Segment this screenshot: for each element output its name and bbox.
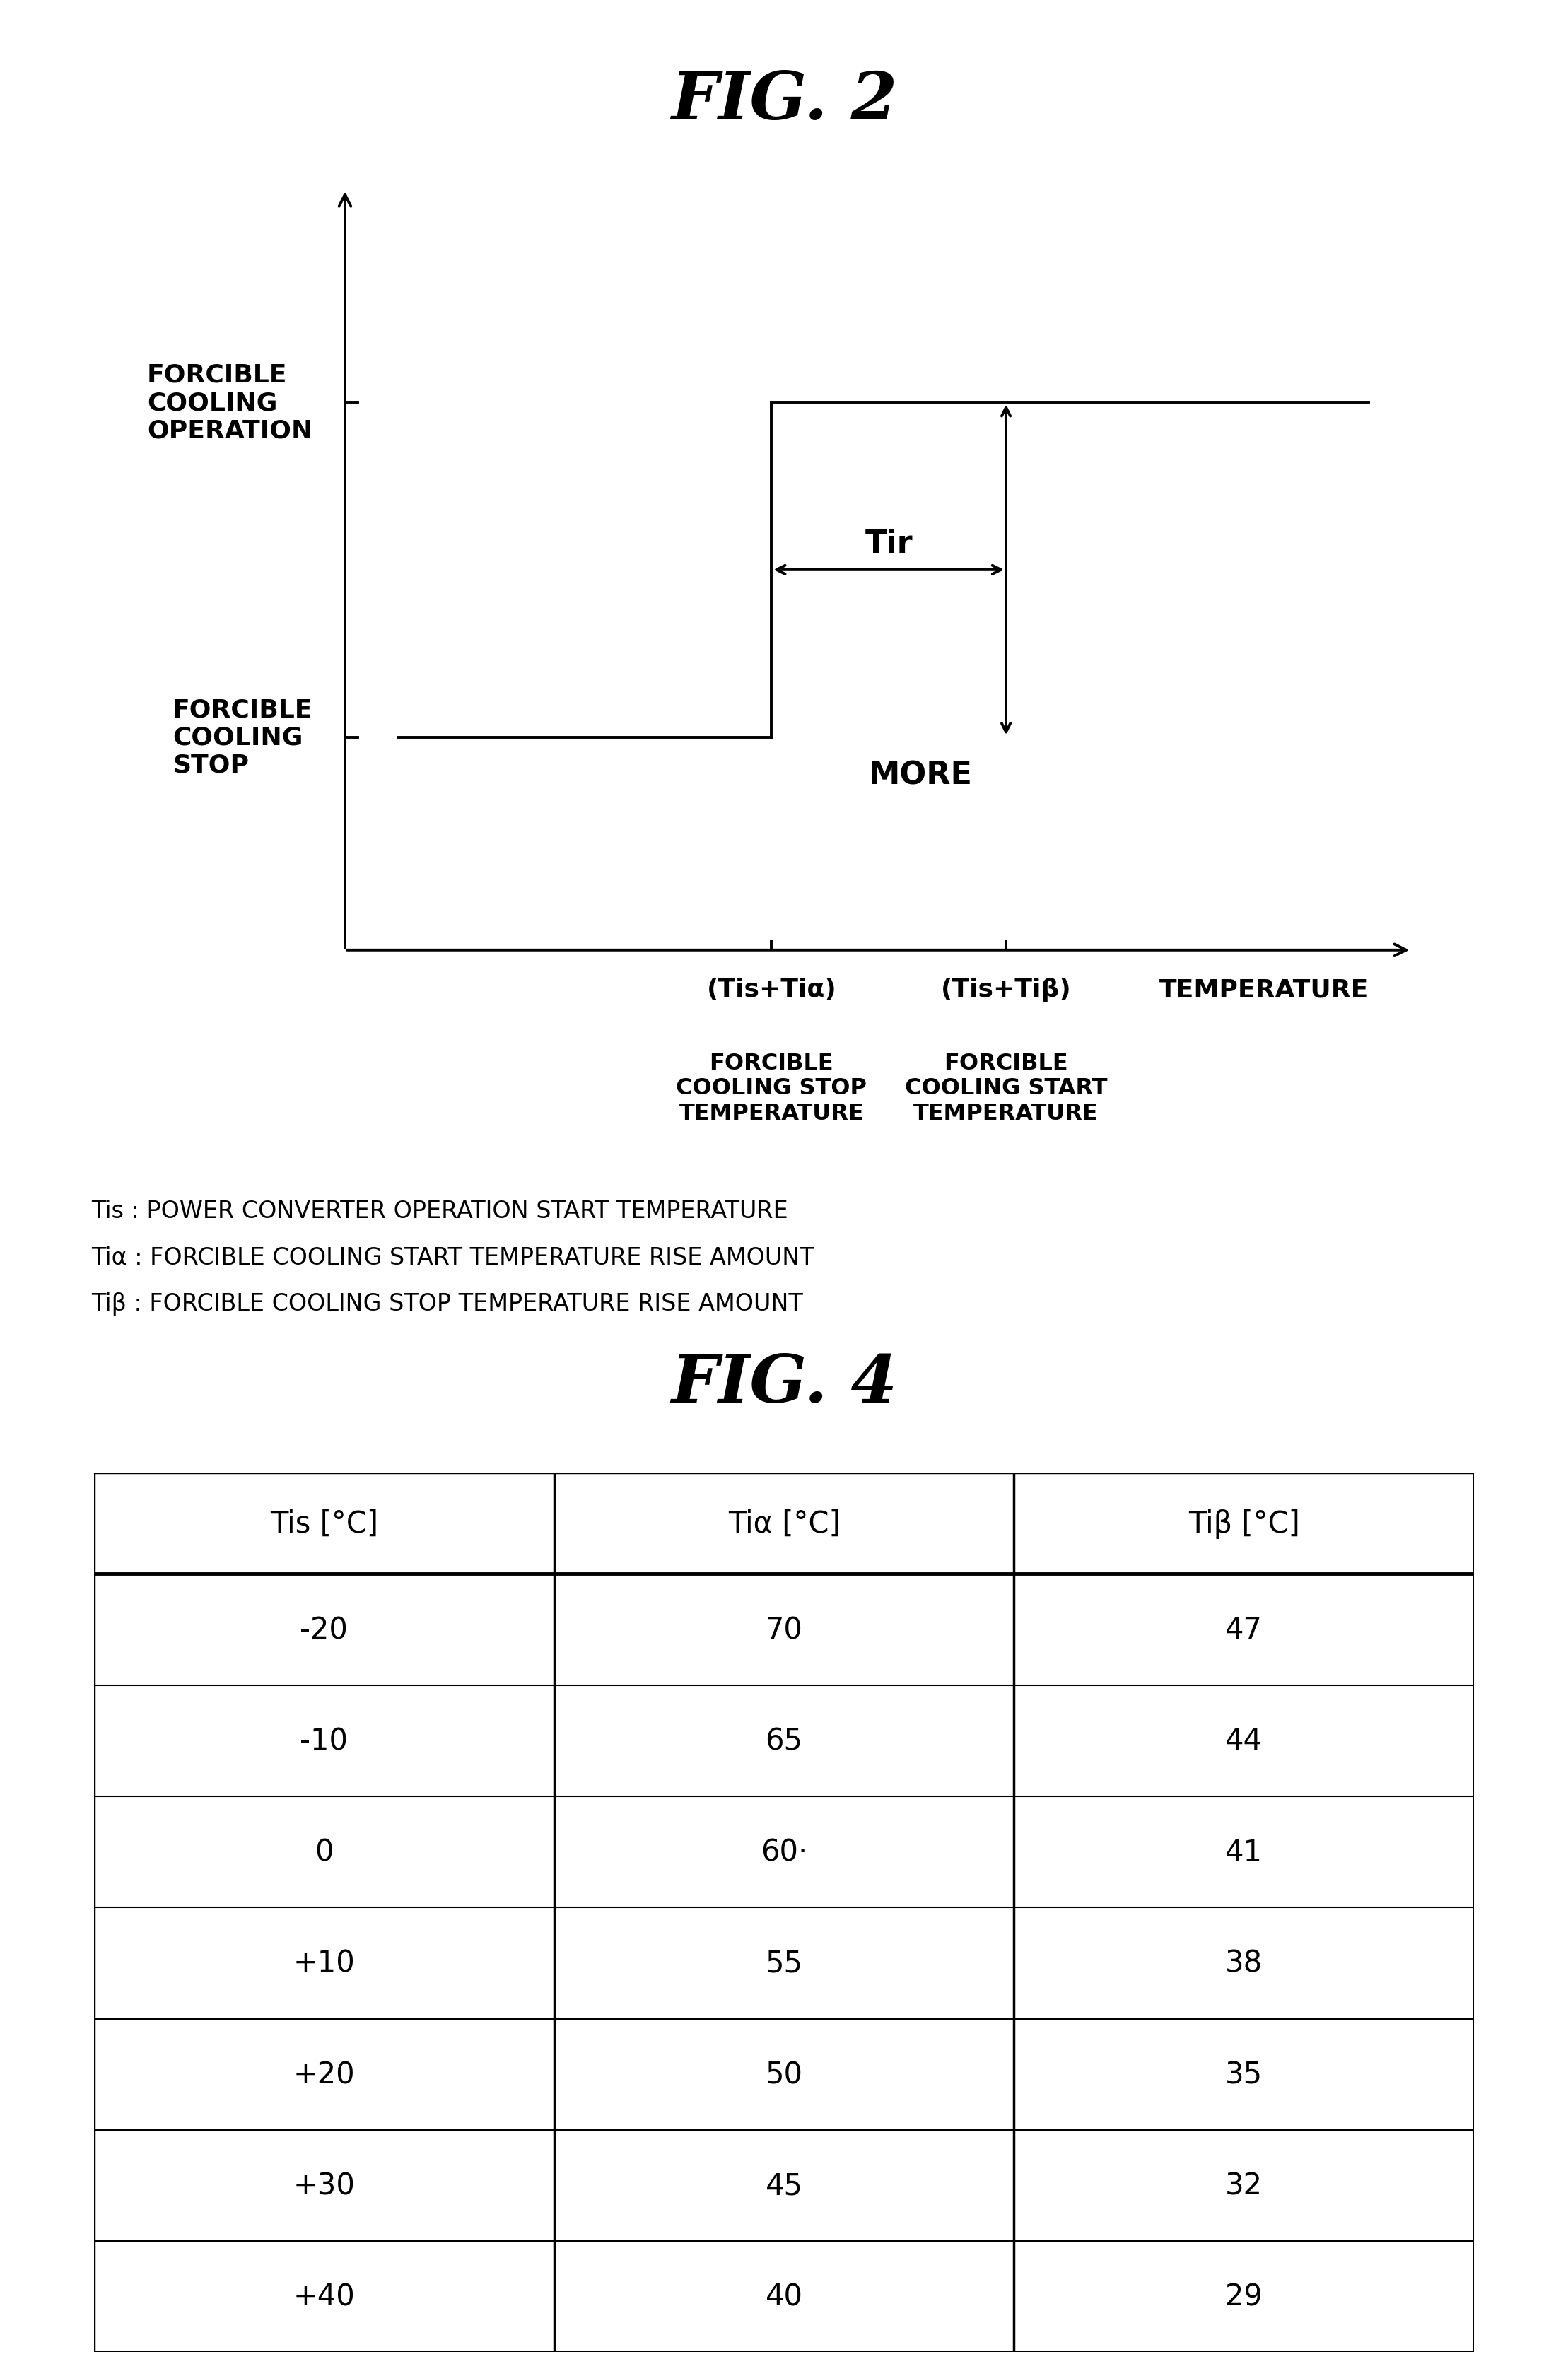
Text: 32: 32 bbox=[1225, 2172, 1262, 2200]
Text: +20: +20 bbox=[293, 2060, 354, 2089]
Text: 40: 40 bbox=[765, 2281, 803, 2312]
Text: -10: -10 bbox=[299, 1725, 348, 1756]
Text: 41: 41 bbox=[1225, 1837, 1262, 1868]
Text: 44: 44 bbox=[1225, 1725, 1262, 1756]
Text: Tiα [°C]: Tiα [°C] bbox=[728, 1509, 840, 1540]
Text: 45: 45 bbox=[765, 2172, 803, 2200]
Text: FIG. 4: FIG. 4 bbox=[671, 1352, 897, 1416]
Text: FORCIBLE
COOLING STOP
TEMPERATURE: FORCIBLE COOLING STOP TEMPERATURE bbox=[676, 1053, 867, 1124]
Text: +40: +40 bbox=[293, 2281, 354, 2312]
Text: Tiβ : FORCIBLE COOLING STOP TEMPERATURE RISE AMOUNT: Tiβ : FORCIBLE COOLING STOP TEMPERATURE … bbox=[91, 1293, 803, 1316]
Text: 65: 65 bbox=[765, 1725, 803, 1756]
Text: +10: +10 bbox=[293, 1948, 354, 1979]
Text: FORCIBLE
COOLING START
TEMPERATURE: FORCIBLE COOLING START TEMPERATURE bbox=[905, 1053, 1107, 1124]
Text: 70: 70 bbox=[765, 1616, 803, 1644]
Text: 55: 55 bbox=[765, 1948, 803, 1979]
Text: 35: 35 bbox=[1225, 2060, 1262, 2089]
Text: 29: 29 bbox=[1225, 2281, 1262, 2312]
Text: Tis : POWER CONVERTER OPERATION START TEMPERATURE: Tis : POWER CONVERTER OPERATION START TE… bbox=[91, 1200, 789, 1224]
Text: Tis [°C]: Tis [°C] bbox=[270, 1509, 378, 1540]
Text: +30: +30 bbox=[293, 2172, 354, 2200]
Text: Tiβ [°C]: Tiβ [°C] bbox=[1189, 1509, 1300, 1540]
Text: MORE: MORE bbox=[869, 760, 972, 791]
Text: 47: 47 bbox=[1225, 1616, 1262, 1644]
Text: 0: 0 bbox=[315, 1837, 334, 1868]
Text: FORCIBLE
COOLING
OPERATION: FORCIBLE COOLING OPERATION bbox=[147, 364, 312, 442]
Text: (Tis+Tiα): (Tis+Tiα) bbox=[707, 977, 836, 1003]
Text: 60·: 60· bbox=[760, 1837, 808, 1868]
Text: Tir: Tir bbox=[866, 527, 913, 558]
Text: -20: -20 bbox=[299, 1616, 348, 1644]
Text: (Tis+Tiβ): (Tis+Tiβ) bbox=[941, 977, 1071, 1003]
Text: 50: 50 bbox=[765, 2060, 803, 2089]
Text: FIG. 2: FIG. 2 bbox=[671, 69, 897, 133]
Text: FORCIBLE
COOLING
STOP: FORCIBLE COOLING STOP bbox=[172, 699, 312, 777]
Text: 38: 38 bbox=[1225, 1948, 1262, 1979]
Text: TEMPERATURE: TEMPERATURE bbox=[1159, 977, 1369, 1003]
Text: Tiα : FORCIBLE COOLING START TEMPERATURE RISE AMOUNT: Tiα : FORCIBLE COOLING START TEMPERATURE… bbox=[91, 1245, 814, 1269]
